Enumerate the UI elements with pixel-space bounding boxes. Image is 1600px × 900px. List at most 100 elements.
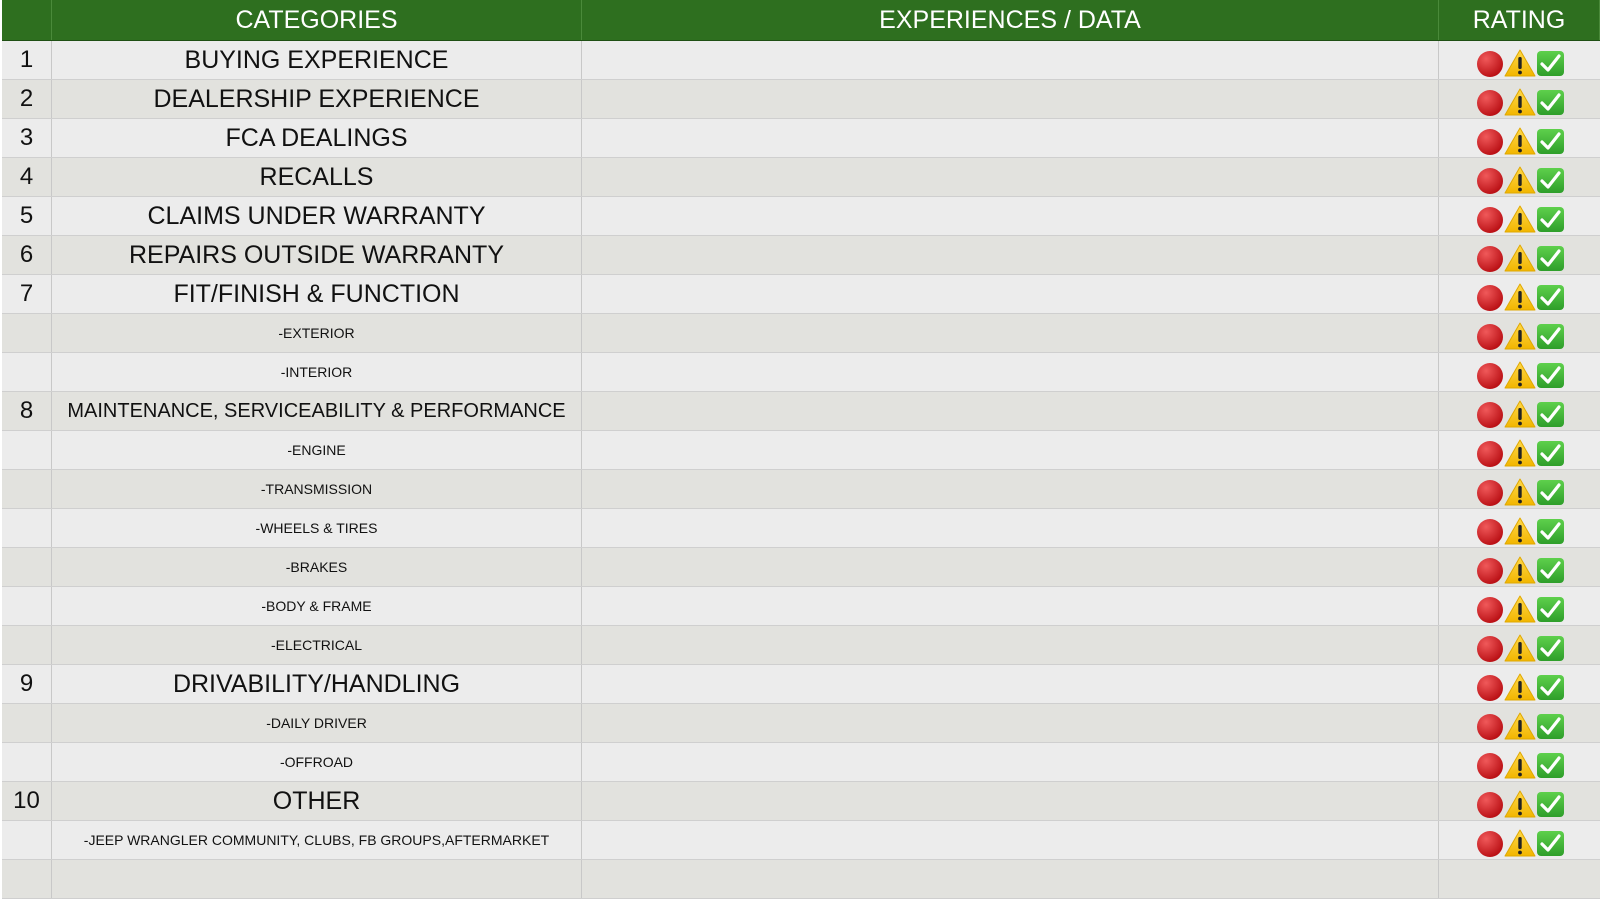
table-row: -DAILY DRIVER	[2, 704, 1600, 743]
category-cell: CLAIMS UNDER WARRANTY	[52, 197, 582, 235]
rating-icons	[1477, 439, 1564, 467]
check-icon	[1537, 558, 1564, 583]
warning-icon	[1504, 751, 1536, 779]
check-icon	[1537, 441, 1564, 466]
rating-icons	[1477, 478, 1564, 506]
category-cell: -TRANSMISSION	[52, 470, 582, 508]
empty-cell	[1439, 860, 1600, 898]
rating-icons	[1477, 244, 1564, 272]
experience-cell	[582, 119, 1439, 157]
check-icon	[1537, 324, 1564, 349]
rating-icons	[1477, 127, 1564, 155]
category-cell: -EXTERIOR	[52, 314, 582, 352]
experience-cell	[582, 353, 1439, 391]
experience-cell	[582, 158, 1439, 196]
table-row: 6 REPAIRS OUTSIDE WARRANTY	[2, 236, 1600, 275]
rating-cell	[1439, 548, 1600, 586]
rating-cell	[1439, 743, 1600, 781]
red-icon	[1477, 636, 1503, 662]
category-cell: OTHER	[52, 782, 582, 820]
header-cell: CATEGORIES	[52, 0, 582, 40]
rating-cell	[1439, 275, 1600, 313]
category-cell: -ENGINE	[52, 431, 582, 469]
rating-cell	[1439, 470, 1600, 508]
empty-row	[2, 860, 1600, 899]
row-number: 7	[2, 275, 52, 313]
row-number: 1	[2, 41, 52, 79]
check-icon	[1537, 246, 1564, 271]
red-icon	[1477, 519, 1503, 545]
experience-cell	[582, 431, 1439, 469]
row-number	[2, 431, 52, 469]
red-icon	[1477, 675, 1503, 701]
rating-cell	[1439, 41, 1600, 79]
header-cell: RATING	[1439, 0, 1600, 40]
table-row: 9 DRIVABILITY/HANDLING	[2, 665, 1600, 704]
experience-cell	[582, 587, 1439, 625]
category-cell: REPAIRS OUTSIDE WARRANTY	[52, 236, 582, 274]
check-icon	[1537, 402, 1564, 427]
rating-cell	[1439, 353, 1600, 391]
rating-cell	[1439, 158, 1600, 196]
warning-icon	[1504, 127, 1536, 155]
rating-cell	[1439, 509, 1600, 547]
warning-icon	[1504, 49, 1536, 77]
table-row: 5 CLAIMS UNDER WARRANTY	[2, 197, 1600, 236]
rating-icons	[1477, 790, 1564, 818]
row-number	[2, 470, 52, 508]
experience-cell	[582, 821, 1439, 859]
experience-cell	[582, 236, 1439, 274]
category-cell: FIT/FINISH & FUNCTION	[52, 275, 582, 313]
red-icon	[1477, 324, 1503, 350]
experience-cell	[582, 80, 1439, 118]
check-icon	[1537, 714, 1564, 739]
rating-cell	[1439, 119, 1600, 157]
table-row: -ELECTRICAL	[2, 626, 1600, 665]
rating-cell	[1439, 236, 1600, 274]
warning-icon	[1504, 829, 1536, 857]
category-cell: -INTERIOR	[52, 353, 582, 391]
rating-icons	[1477, 400, 1564, 428]
experience-cell	[582, 197, 1439, 235]
row-number	[2, 821, 52, 859]
experience-cell	[582, 275, 1439, 313]
rating-icons	[1477, 673, 1564, 701]
check-icon	[1537, 129, 1564, 154]
experience-cell	[582, 548, 1439, 586]
rating-cell	[1439, 821, 1600, 859]
rating-cell	[1439, 431, 1600, 469]
table-row: -INTERIOR	[2, 353, 1600, 392]
red-icon	[1477, 363, 1503, 389]
table-row: -TRANSMISSION	[2, 470, 1600, 509]
category-cell: DEALERSHIP EXPERIENCE	[52, 80, 582, 118]
row-number: 4	[2, 158, 52, 196]
rating-icons	[1477, 517, 1564, 545]
category-cell: -ELECTRICAL	[52, 626, 582, 664]
rating-icons	[1477, 361, 1564, 389]
check-icon	[1537, 753, 1564, 778]
check-icon	[1537, 90, 1564, 115]
row-number	[2, 743, 52, 781]
red-icon	[1477, 207, 1503, 233]
category-cell: -JEEP WRANGLER COMMUNITY, CLUBS, FB GROU…	[52, 821, 582, 859]
red-icon	[1477, 129, 1503, 155]
rating-cell	[1439, 197, 1600, 235]
check-icon	[1537, 675, 1564, 700]
rating-icons	[1477, 829, 1564, 857]
row-number	[2, 353, 52, 391]
rating-icons	[1477, 88, 1564, 116]
red-icon	[1477, 51, 1503, 77]
row-number: 5	[2, 197, 52, 235]
row-number	[2, 587, 52, 625]
red-icon	[1477, 753, 1503, 779]
rating-icons	[1477, 634, 1564, 662]
red-icon	[1477, 402, 1503, 428]
red-icon	[1477, 246, 1503, 272]
red-icon	[1477, 831, 1503, 857]
warning-icon	[1504, 712, 1536, 740]
check-icon	[1537, 480, 1564, 505]
red-icon	[1477, 792, 1503, 818]
rating-icons	[1477, 595, 1564, 623]
